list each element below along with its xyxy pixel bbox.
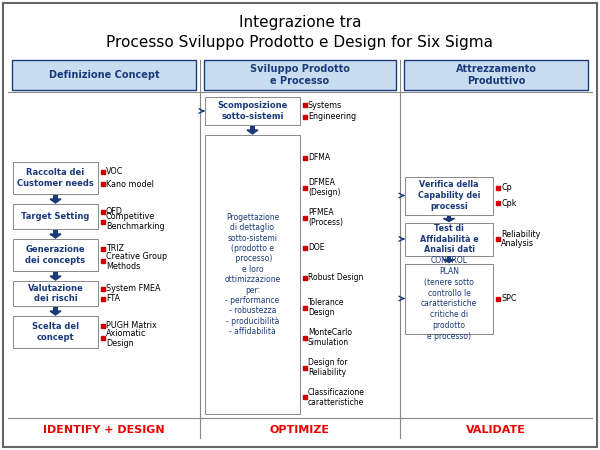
Text: IDENTIFY + DESIGN: IDENTIFY + DESIGN xyxy=(43,425,165,435)
Polygon shape xyxy=(50,234,61,238)
Text: Processo Sviluppo Prodotto e Design for Six Sigma: Processo Sviluppo Prodotto e Design for … xyxy=(107,35,493,50)
Text: Generazione
dei concepts: Generazione dei concepts xyxy=(25,245,86,265)
Polygon shape xyxy=(50,311,61,315)
Bar xyxy=(53,307,58,311)
Bar xyxy=(204,60,396,90)
Text: Systems: Systems xyxy=(308,101,342,110)
Text: QFD: QFD xyxy=(106,207,123,216)
Text: Scelta del
concept: Scelta del concept xyxy=(32,322,79,342)
Text: PUGH Matrix: PUGH Matrix xyxy=(106,321,157,330)
Text: DOE: DOE xyxy=(308,243,325,252)
Bar xyxy=(447,216,451,219)
Text: Competitive
Benchmarking: Competitive Benchmarking xyxy=(106,212,164,231)
Text: Definizione Concept: Definizione Concept xyxy=(49,70,160,80)
Text: Test di
Affidabilità e
Analisi dati: Test di Affidabilità e Analisi dati xyxy=(419,224,478,254)
Text: Sviluppo Prodotto
e Processo: Sviluppo Prodotto e Processo xyxy=(250,64,350,86)
Text: Cpk: Cpk xyxy=(501,198,517,207)
Text: Design for
Reliability: Design for Reliability xyxy=(308,358,347,377)
Text: Attrezzamento
Produttivo: Attrezzamento Produttivo xyxy=(455,64,536,86)
Text: Kano model: Kano model xyxy=(106,180,154,189)
Text: PFMEA
(Process): PFMEA (Process) xyxy=(308,208,343,227)
Bar xyxy=(205,97,300,125)
Bar xyxy=(53,195,58,199)
Text: VALIDATE: VALIDATE xyxy=(466,425,526,435)
Polygon shape xyxy=(50,199,61,203)
Text: DFMEA
(Design): DFMEA (Design) xyxy=(308,178,341,197)
Text: CONTROL
PLAN
(tenere sotto
controllo le
caratteristiche
critiche di
prodotto
e p: CONTROL PLAN (tenere sotto controllo le … xyxy=(421,256,477,341)
Text: OPTIMIZE: OPTIMIZE xyxy=(270,425,330,435)
Text: Scomposizione
sotto-sistemi: Scomposizione sotto-sistemi xyxy=(217,101,287,121)
Text: SPC: SPC xyxy=(501,294,517,303)
Bar xyxy=(404,60,588,90)
Text: Engineering: Engineering xyxy=(308,112,356,121)
Text: Valutazione
dei rischi: Valutazione dei rischi xyxy=(28,284,83,303)
Bar xyxy=(405,264,493,333)
Polygon shape xyxy=(247,130,258,134)
Bar xyxy=(53,272,58,276)
Text: VOC: VOC xyxy=(106,167,124,176)
Bar xyxy=(13,204,98,229)
Text: Tolerance
Design: Tolerance Design xyxy=(308,298,344,317)
Text: Reliability
Analysis: Reliability Analysis xyxy=(501,230,541,248)
Text: Integrazione tra: Integrazione tra xyxy=(239,14,361,30)
Bar xyxy=(250,126,254,130)
Bar xyxy=(13,239,98,271)
Polygon shape xyxy=(50,276,61,280)
Text: Cp: Cp xyxy=(501,184,512,193)
Bar xyxy=(13,162,98,194)
Bar xyxy=(405,176,493,215)
Text: MonteCarlo
Simulation: MonteCarlo Simulation xyxy=(308,328,352,347)
Text: Target Setting: Target Setting xyxy=(22,212,89,221)
Bar xyxy=(405,222,493,256)
Bar xyxy=(53,230,58,234)
Text: DFMA: DFMA xyxy=(308,153,330,162)
Bar xyxy=(12,60,196,90)
Text: Robust Design: Robust Design xyxy=(308,273,364,282)
Text: FTA: FTA xyxy=(106,294,120,303)
Text: Progettazione
di dettaglio
sotto-sistemi
(prodotto e
 processo)
e loro
ottimizza: Progettazione di dettaglio sotto-sistemi… xyxy=(224,213,281,336)
Text: Creative Group
Methods: Creative Group Methods xyxy=(106,252,167,271)
Bar xyxy=(13,281,98,306)
Polygon shape xyxy=(443,219,455,221)
Polygon shape xyxy=(443,260,455,262)
Text: Raccolta dei
Customer needs: Raccolta dei Customer needs xyxy=(17,168,94,188)
Bar xyxy=(13,316,98,348)
Text: Axiomatic
Design: Axiomatic Design xyxy=(106,329,146,348)
Bar xyxy=(447,256,451,260)
Text: System FMEA: System FMEA xyxy=(106,284,161,293)
Text: Classificazione
caratteristiche: Classificazione caratteristiche xyxy=(308,388,365,407)
Text: TRIZ: TRIZ xyxy=(106,244,124,253)
Bar xyxy=(205,135,300,414)
Text: Verifica della
Capability dei
processi: Verifica della Capability dei processi xyxy=(418,180,480,211)
